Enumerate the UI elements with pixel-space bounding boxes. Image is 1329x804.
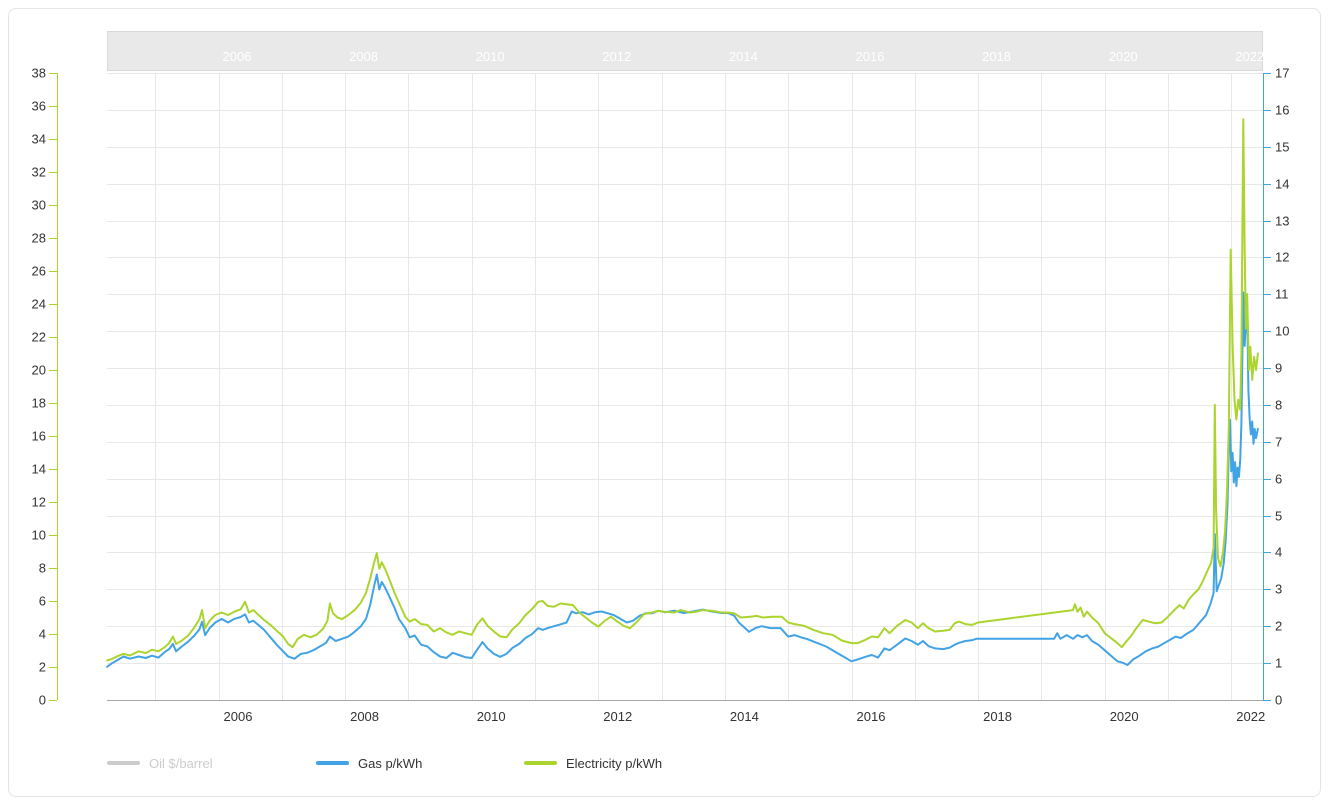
navigator-year-label: 2016	[855, 49, 885, 64]
y-axis-right-tick-label: 3	[1275, 581, 1283, 597]
navigator-year-label: 2018	[982, 49, 1012, 64]
y-axis-right-tick-label: 16	[1275, 102, 1290, 118]
y-axis-left-tick-label: 18	[31, 395, 46, 411]
y-axis-left-tick-label: 14	[31, 461, 46, 477]
y-axis-right-tick-label: 17	[1275, 65, 1290, 81]
x-axis-tick-label: 2016	[856, 709, 886, 724]
x-axis-tick-label: 2018	[983, 709, 1013, 724]
timeline-navigator[interactable]	[107, 31, 1263, 71]
x-axis-tick-label: 2012	[603, 709, 633, 724]
electricity-series-line[interactable]	[106, 118, 1259, 662]
y-axis-right-tick-label: 13	[1275, 213, 1290, 229]
navigator-year-label: 2008	[349, 49, 379, 64]
y-axis-left-tick-label: 4	[38, 626, 46, 642]
y-axis-right-tick-label: 15	[1275, 139, 1290, 155]
y-axis-right-tick-label: 11	[1275, 286, 1289, 302]
y-axis-left-tick-label: 0	[38, 692, 46, 708]
y-axis-right-tick-label: 7	[1275, 434, 1283, 450]
y-axis-left-tick-label: 36	[31, 98, 46, 114]
electricity-series-label: Electricity p/kWh	[566, 755, 663, 771]
y-axis-right-tick-label: 12	[1275, 249, 1290, 265]
y-axis-right-tick-label: 10	[1275, 323, 1290, 339]
y-axis-right-tick-label: 6	[1275, 471, 1283, 487]
x-axis-tick-label: 2022	[1236, 709, 1266, 724]
y-axis-left-tick-label: 6	[38, 593, 46, 609]
y-axis-left-tick-label: 16	[31, 428, 46, 444]
navigator-year-label: 2006	[222, 49, 252, 64]
oil-series-label: Oil $/barrel	[149, 755, 213, 771]
y-axis-left-tick-label: 10	[31, 527, 46, 543]
legend: Oil $/barrel Gas p/kWh Electricity p/kWh	[0, 754, 1329, 772]
x-axis-tick-label: 2010	[476, 709, 506, 724]
y-axis-right-tick-label: 2	[1275, 618, 1283, 634]
y-axis-right-tick-label: 5	[1275, 508, 1283, 524]
y-axis-left-tick-label: 34	[31, 131, 46, 147]
x-axis-tick-label: 2020	[1109, 709, 1139, 724]
y-axis-left-tick-label: 26	[31, 263, 46, 279]
y-axis-right-tick-label: 0	[1275, 692, 1283, 708]
y-axis-left-tick-label: 8	[38, 560, 46, 576]
y-axis-left-tick-label: 20	[31, 362, 46, 378]
legend-item-electricity[interactable]: Electricity p/kWh	[524, 754, 662, 772]
x-axis-tick-label: 2006	[223, 709, 253, 724]
legend-item-oil[interactable]: Oil $/barrel	[107, 754, 213, 772]
y-axis-right-tick-label: 4	[1275, 544, 1283, 560]
navigator-year-label: 2020	[1108, 49, 1138, 64]
y-axis-left-tick-label: 32	[31, 164, 46, 180]
legend-item-gas[interactable]: Gas p/kWh	[316, 754, 422, 772]
y-axis-left-tick-label: 28	[31, 230, 46, 246]
y-axis-left-tick-label: 2	[38, 659, 46, 675]
y-axis-left-tick-label: 30	[31, 197, 46, 213]
gas-series-label: Gas p/kWh	[358, 755, 423, 771]
y-axis-right-tick-label: 9	[1275, 360, 1283, 376]
x-axis-tick-label: 2014	[729, 709, 759, 724]
y-axis-left-tick-label: 38	[31, 65, 46, 81]
y-axis-left-tick-label: 24	[31, 296, 46, 312]
y-axis-left-tick-label: 22	[31, 329, 46, 345]
navigator-year-label: 2014	[728, 49, 758, 64]
y-axis-right-tick-label: 1	[1275, 655, 1283, 671]
navigator-year-label: 2010	[475, 49, 505, 64]
chart-card	[8, 8, 1321, 797]
y-axis-right-tick-label: 14	[1275, 176, 1290, 192]
gas-series-marker	[316, 761, 349, 765]
navigator-year-label: 2012	[602, 49, 632, 64]
y-axis-right-tick-label: 8	[1275, 397, 1283, 413]
y-axis-left-tick-label: 12	[31, 494, 46, 510]
electricity-series-marker	[524, 761, 557, 765]
x-axis-tick-label: 2008	[350, 709, 380, 724]
oil-series-marker	[107, 761, 140, 765]
navigator-year-label: 2022	[1235, 49, 1265, 64]
